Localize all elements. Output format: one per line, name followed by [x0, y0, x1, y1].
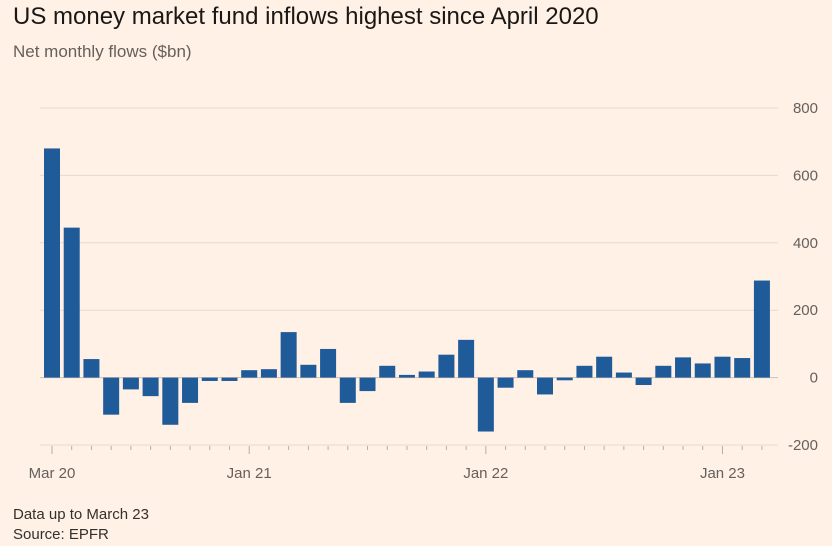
bar — [103, 377, 120, 415]
bar — [635, 377, 652, 386]
bar — [398, 374, 415, 378]
bar — [359, 377, 376, 392]
bar — [596, 356, 613, 378]
bar — [44, 148, 60, 378]
axis-layer: 800 600 400 200 0 -200 Mar 20 Jan 21 Jan 22 Jan 2… — [29, 100, 818, 482]
bar — [458, 339, 475, 378]
footnote-data-date: Data up to March 23 — [13, 506, 149, 523]
bar — [615, 372, 632, 378]
bar — [63, 227, 80, 378]
x-tick-label: Mar 20 — [29, 465, 76, 482]
x-tick-label: Jan 22 — [463, 465, 508, 482]
bar — [418, 371, 435, 378]
y-tick-label: 800 — [793, 100, 818, 117]
bar — [694, 363, 711, 378]
bar — [556, 377, 573, 381]
bar — [655, 365, 672, 378]
bar — [122, 377, 139, 390]
bar — [221, 377, 238, 381]
y-tick-label: 400 — [793, 235, 818, 252]
bar — [477, 377, 494, 432]
bar — [182, 377, 199, 403]
bar — [576, 365, 593, 378]
bar — [201, 377, 218, 381]
bar — [675, 357, 692, 378]
y-tick-label: 0 — [810, 370, 818, 387]
bar — [280, 332, 297, 378]
x-tick-label: Jan 23 — [700, 465, 745, 482]
bar — [241, 370, 258, 378]
x-tick-label: Jan 21 — [227, 465, 272, 482]
bar — [320, 348, 337, 378]
bar — [438, 354, 455, 378]
y-tick-label: 200 — [793, 302, 818, 319]
bar — [260, 369, 277, 378]
bar — [339, 377, 356, 403]
chart-subtitle: Net monthly flows ($bn) — [13, 42, 192, 61]
bar — [142, 377, 159, 397]
y-tick-label: -200 — [788, 437, 818, 454]
bar — [83, 359, 100, 378]
bar — [497, 377, 514, 388]
bar — [753, 280, 770, 378]
bar — [517, 370, 534, 378]
bar — [537, 377, 553, 395]
chart-title: US money market fund inflows highest sin… — [13, 3, 599, 30]
bar — [379, 365, 396, 378]
bar — [714, 356, 731, 378]
footnote-source: Source: EPFR — [13, 526, 109, 543]
bar — [734, 358, 751, 378]
bar — [162, 377, 179, 425]
y-tick-label: 600 — [793, 167, 818, 184]
bar-layer — [44, 148, 770, 432]
bar — [300, 364, 317, 378]
